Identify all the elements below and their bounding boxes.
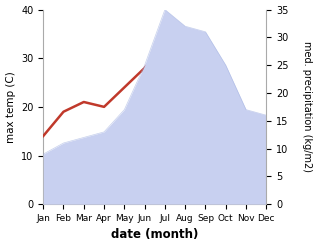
Y-axis label: med. precipitation (kg/m2): med. precipitation (kg/m2): [302, 41, 313, 172]
X-axis label: date (month): date (month): [111, 228, 198, 242]
Y-axis label: max temp (C): max temp (C): [5, 71, 16, 143]
